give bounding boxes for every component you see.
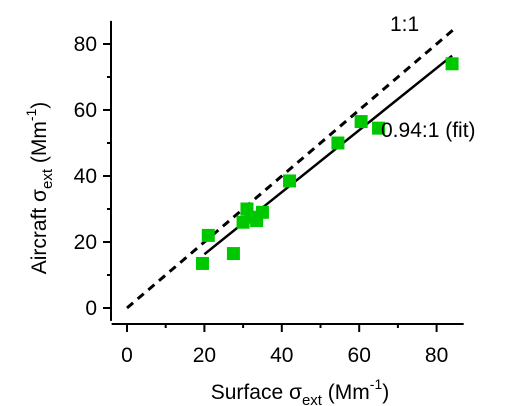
data-point [354, 115, 368, 129]
fit-line-label: 0.94:1 (fit) [381, 119, 476, 142]
y-axis-title: Aircraft σext (Mm-1) [23, 102, 56, 275]
y-tick-label: 80 [74, 33, 97, 56]
data-point [331, 136, 345, 150]
x-tick-label: 20 [193, 344, 216, 367]
chart-lines [126, 26, 457, 310]
y-tick-label: 0 [85, 297, 97, 320]
y-tick-label: 20 [74, 231, 97, 254]
data-point [283, 174, 297, 188]
data-point [445, 57, 459, 71]
chart-points [195, 57, 459, 270]
x-tick-label: 80 [425, 344, 448, 367]
data-point [201, 228, 215, 242]
data-point [372, 121, 386, 135]
x-tick-label: 0 [121, 344, 133, 367]
x-tick-label: 60 [348, 344, 371, 367]
y-tick-label: 60 [74, 99, 97, 122]
reference-line-1to1 [126, 26, 457, 310]
data-point [255, 205, 269, 219]
data-point [195, 256, 209, 270]
x-axis-title: Surface σext (Mm-1) [211, 376, 389, 406]
data-point [226, 247, 240, 261]
chart-labels: 1:1 0.94:1 (fit) Surface σext (Mm-1) Aircra… [23, 13, 476, 406]
reference-line-label: 1:1 [390, 13, 419, 36]
y-tick-label: 40 [74, 165, 97, 188]
chart-axes: 0 20 40 60 80 0 20 40 60 80 [74, 20, 464, 367]
x-tick-label: 40 [270, 344, 293, 367]
